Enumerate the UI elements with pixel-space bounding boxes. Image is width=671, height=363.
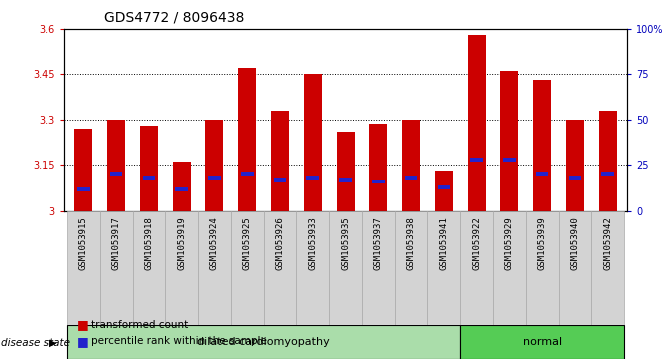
Text: transformed count: transformed count (91, 320, 188, 330)
Text: ■: ■ (77, 335, 89, 348)
Text: ▶: ▶ (49, 338, 56, 348)
Text: normal: normal (523, 337, 562, 347)
Bar (74, 129, 93, 211)
Bar (175, 187, 188, 191)
Text: GSM1053929: GSM1053929 (505, 216, 514, 270)
Bar (340, 178, 352, 182)
Text: GSM1053915: GSM1053915 (79, 216, 88, 270)
Bar (329, 211, 362, 327)
Bar (67, 325, 460, 359)
Bar (107, 120, 125, 211)
Text: dilated cardiomyopathy: dilated cardiomyopathy (197, 337, 330, 347)
Bar (208, 176, 221, 180)
Bar (437, 185, 450, 189)
Text: GSM1053940: GSM1053940 (570, 216, 580, 270)
Text: GSM1053937: GSM1053937 (374, 216, 383, 270)
Bar (568, 176, 581, 180)
Text: percentile rank within the sample: percentile rank within the sample (91, 336, 266, 346)
Bar (198, 211, 231, 327)
Bar (133, 211, 165, 327)
Bar (297, 211, 329, 327)
Text: GSM1053919: GSM1053919 (177, 216, 187, 270)
Text: GSM1053935: GSM1053935 (341, 216, 350, 270)
Text: GDS4772 / 8096438: GDS4772 / 8096438 (104, 11, 244, 25)
Bar (435, 171, 453, 211)
Bar (100, 211, 133, 327)
Bar (460, 211, 493, 327)
Text: ■: ■ (77, 318, 89, 331)
Bar (369, 125, 387, 211)
Bar (362, 211, 395, 327)
Bar (599, 111, 617, 211)
Bar (503, 158, 516, 162)
Bar (67, 211, 100, 327)
Bar (205, 120, 223, 211)
Text: GSM1053922: GSM1053922 (472, 216, 481, 270)
Bar (427, 211, 460, 327)
Bar (591, 211, 624, 327)
Bar (566, 120, 584, 211)
Text: GSM1053917: GSM1053917 (111, 216, 121, 270)
Text: disease state: disease state (1, 338, 70, 348)
Bar (274, 178, 287, 182)
Bar (460, 325, 624, 359)
Bar (470, 158, 483, 162)
Bar (526, 211, 558, 327)
Bar (172, 162, 191, 211)
Bar (405, 176, 417, 180)
Text: GSM1053926: GSM1053926 (276, 216, 285, 270)
Bar (501, 72, 519, 211)
Bar (468, 35, 486, 211)
Text: GSM1053933: GSM1053933 (308, 216, 317, 270)
Bar (140, 126, 158, 211)
Bar (395, 211, 427, 327)
Bar (77, 187, 90, 191)
Bar (304, 74, 322, 211)
Text: GSM1053924: GSM1053924 (210, 216, 219, 270)
Bar (231, 211, 264, 327)
Bar (264, 211, 297, 327)
Bar (536, 172, 548, 176)
Bar (558, 211, 591, 327)
Text: GSM1053941: GSM1053941 (440, 216, 448, 270)
Bar (337, 132, 354, 211)
Bar (601, 172, 614, 176)
Bar (402, 120, 420, 211)
Bar (493, 211, 526, 327)
Bar (143, 176, 155, 180)
Bar (165, 211, 198, 327)
Bar (533, 81, 551, 211)
Bar (110, 172, 123, 176)
Bar (271, 111, 289, 211)
Text: GSM1053925: GSM1053925 (243, 216, 252, 270)
Bar (307, 176, 319, 180)
Text: GSM1053938: GSM1053938 (407, 216, 415, 270)
Bar (241, 172, 254, 176)
Bar (372, 180, 384, 183)
Bar (238, 68, 256, 211)
Text: GSM1053939: GSM1053939 (537, 216, 547, 270)
Text: GSM1053918: GSM1053918 (144, 216, 154, 270)
Text: GSM1053942: GSM1053942 (603, 216, 612, 270)
